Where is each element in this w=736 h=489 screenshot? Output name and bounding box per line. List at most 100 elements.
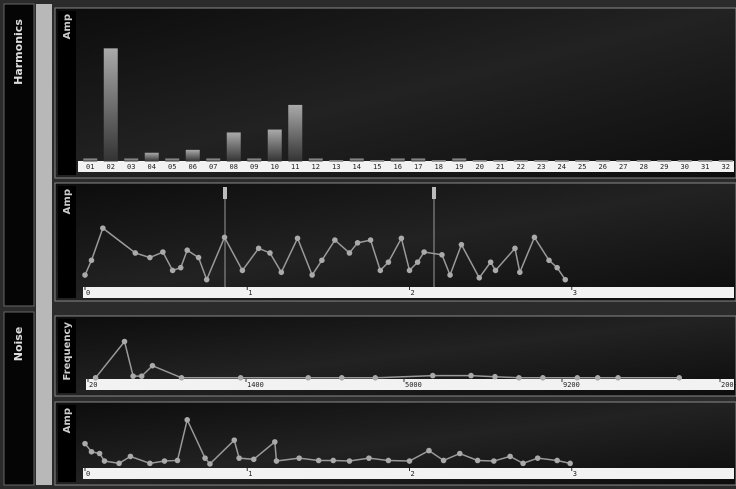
envelope-point	[278, 269, 285, 276]
x-tick-label: 31	[701, 163, 709, 171]
x-tick-label: 23	[537, 163, 545, 171]
panel-label-strip	[58, 11, 76, 175]
envelope-point	[184, 417, 191, 423]
envelope-point	[149, 362, 156, 369]
envelope-point	[82, 440, 88, 447]
envelope-point	[195, 254, 202, 261]
x-tick-label: 11	[291, 163, 299, 171]
envelope-point	[492, 267, 499, 274]
panel	[54, 7, 736, 179]
x-tick-label: 14	[353, 163, 361, 171]
envelope-point	[346, 458, 353, 464]
x-tick-label: 16	[394, 163, 402, 171]
envelope-point	[250, 456, 257, 463]
envelope-point	[239, 267, 246, 274]
panel-label: Amp	[62, 14, 73, 39]
panel	[54, 182, 736, 302]
envelope-point	[338, 375, 345, 381]
envelope-line	[84, 417, 571, 466]
envelope-point	[562, 276, 569, 283]
envelope-point	[447, 272, 453, 278]
harmonic-bar	[493, 160, 508, 162]
panel-label: Amp	[62, 189, 73, 214]
harmonic-bar	[390, 158, 405, 162]
loop-handle	[223, 187, 227, 199]
x-tick-label: 24	[558, 163, 566, 171]
envelope-point	[273, 458, 280, 464]
x-tick-label: 17	[414, 163, 422, 171]
envelope-point	[161, 458, 168, 464]
envelope-point	[594, 375, 601, 381]
panel-label-strip	[58, 186, 76, 298]
envelope-point	[366, 455, 372, 461]
envelope-point	[456, 450, 463, 457]
envelope-point	[96, 450, 103, 457]
x-tick-label: 10	[271, 163, 279, 171]
x-tick-label: 29	[660, 163, 668, 171]
envelope-point	[272, 439, 278, 445]
envelope-point	[174, 457, 181, 464]
x-tick-label: 01	[86, 163, 94, 171]
x-tick-label: 9200	[563, 381, 580, 389]
x-tick-label: 20000	[721, 381, 736, 389]
envelope-point	[406, 458, 413, 464]
envelope-point	[476, 275, 483, 281]
envelope-point	[237, 375, 244, 381]
x-tick-label: 1	[248, 470, 252, 478]
envelope-point	[332, 237, 338, 243]
x-tick-label: 32	[722, 163, 730, 171]
x-tick-label: 04	[148, 163, 156, 171]
envelope-point	[203, 276, 210, 283]
panel-label-strip	[58, 405, 76, 482]
envelope-point	[267, 250, 273, 256]
x-tick-label: 5000	[405, 381, 422, 389]
envelope-point	[255, 245, 262, 252]
x-tick-label: 12	[312, 163, 320, 171]
envelope-point	[540, 375, 546, 381]
section-label: Noise	[12, 327, 25, 362]
envelope-point	[398, 235, 405, 242]
axis-strip	[78, 161, 734, 172]
harmonic-bar	[431, 160, 446, 162]
envelope-point	[676, 375, 683, 381]
envelope-point	[184, 247, 191, 253]
x-tick-label: 08	[230, 163, 238, 171]
envelope-point	[319, 257, 325, 264]
divider	[36, 4, 52, 485]
axis-strip	[86, 379, 734, 390]
envelope-point	[130, 373, 136, 379]
harmonic-bar	[247, 158, 262, 162]
envelope-point	[554, 264, 560, 271]
envelope-point	[440, 457, 447, 464]
sidebar-noise	[3, 311, 35, 486]
x-tick-label: 1	[248, 289, 252, 297]
envelope-point	[121, 338, 128, 345]
envelope-point	[101, 458, 108, 464]
envelope-point	[88, 257, 95, 264]
harmonic-bar	[267, 129, 282, 162]
harmonic-bar	[513, 160, 528, 162]
envelope-point	[330, 457, 337, 464]
envelope-point	[487, 259, 494, 265]
envelope-point	[346, 250, 353, 256]
envelope-point	[207, 461, 213, 467]
envelope-point	[147, 254, 153, 261]
x-tick-label: 13	[332, 163, 340, 171]
envelope-point	[177, 264, 184, 271]
x-tick-label: 27	[619, 163, 627, 171]
x-tick-label: 1400	[247, 381, 264, 389]
envelope-point	[439, 252, 445, 258]
envelope-point	[531, 234, 538, 241]
harmonic-bar	[575, 160, 590, 162]
harmonic-bar	[83, 158, 98, 162]
envelope-point	[367, 237, 374, 243]
harmonic-bar	[124, 158, 139, 162]
envelope-point	[202, 455, 208, 461]
x-tick-label: 09	[250, 163, 258, 171]
x-tick-label: 03	[127, 163, 135, 171]
envelope-point	[517, 269, 523, 276]
harmonic-bar	[165, 158, 180, 162]
section-label: Harmonics	[12, 19, 25, 85]
harmonic-bar	[206, 158, 221, 162]
envelope-point	[231, 437, 238, 443]
